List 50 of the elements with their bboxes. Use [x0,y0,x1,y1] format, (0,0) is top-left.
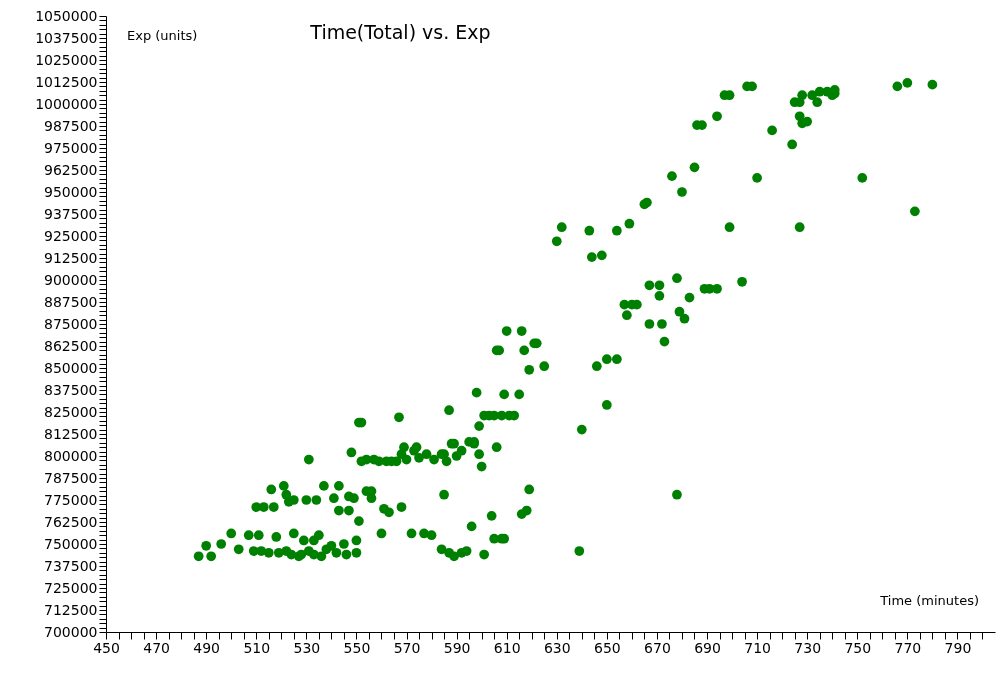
y-tick-label: 975000 [44,139,98,156]
chart-title: Time(Total) vs. Exp [309,21,491,43]
y-tick-label: 750000 [44,535,98,552]
x-axis-title: Time (minutes) [879,593,979,608]
y-tick-label: 737500 [44,557,98,574]
y-tick-label: 887500 [44,293,98,310]
x-tick-label: 630 [543,639,571,656]
y-tick-label: 937500 [44,205,98,222]
y-tick-label: 775000 [44,491,98,508]
y-tick-label: 700000 [44,623,98,640]
y-tick-label: 725000 [44,579,98,596]
x-tick-label: 710 [744,639,771,656]
y-tick-label: 950000 [44,183,98,200]
y-tick-label: 837500 [44,381,98,398]
x-tick-label: 750 [844,639,872,656]
y-tick-label: 1025000 [35,51,98,68]
y-tick-label: 1037500 [35,29,98,46]
y-tick-label: 1000000 [35,95,98,112]
y-tick-label: 1012500 [35,73,98,90]
x-tick-label: 770 [894,639,922,656]
y-tick-label: 1050000 [35,7,98,24]
x-tick-label: 590 [443,639,471,656]
y-tick-label: 962500 [44,161,98,178]
x-tick-label: 450 [93,639,120,656]
y-tick-label: 925000 [44,227,98,244]
x-tick-label: 470 [143,639,170,656]
y-tick-label: 812500 [44,425,98,442]
y-tick-label: 912500 [44,249,98,266]
y-tick-label: 862500 [44,337,98,354]
y-tick-label: 787500 [44,469,98,486]
x-tick-label: 650 [593,639,621,656]
y-tick-label: 900000 [44,271,98,288]
x-tick-label: 570 [393,639,421,656]
x-tick-label: 690 [694,639,721,656]
y-tick-label: 762500 [44,513,98,530]
y-axis-title: Exp (units) [127,28,198,43]
y-tick-label: 987500 [44,117,98,134]
x-tick-label: 530 [293,639,321,656]
y-tick-label: 850000 [44,359,98,376]
x-tick-label: 490 [193,639,221,656]
x-tick-label: 730 [794,639,822,656]
x-tick-label: 550 [343,639,371,656]
y-tick-label: 825000 [44,403,98,420]
y-tick-label: 875000 [44,315,98,332]
y-tick-label: 712500 [44,601,98,618]
x-tick-label: 610 [493,639,521,656]
x-tick-label: 510 [243,639,271,656]
y-tick-label: 800000 [44,447,98,464]
x-tick-label: 790 [944,639,972,656]
x-tick-label: 670 [644,639,671,656]
